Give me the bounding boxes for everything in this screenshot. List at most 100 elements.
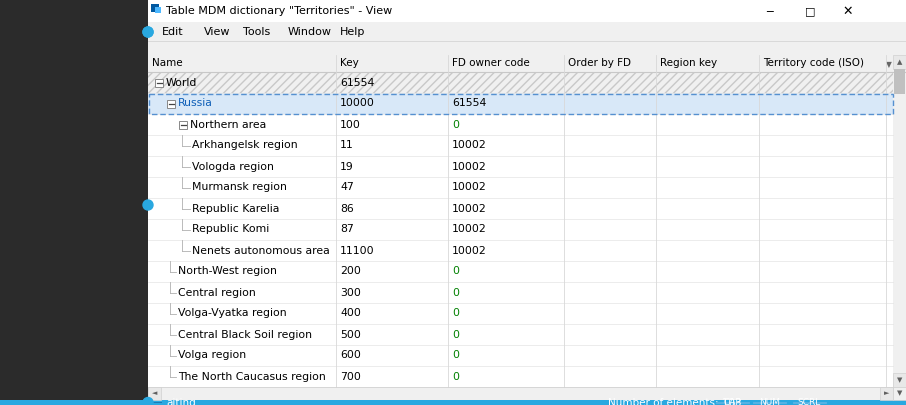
Text: Order by FD: Order by FD — [568, 58, 631, 68]
Bar — [716, 402, 749, 403]
Bar — [148, 324, 893, 345]
Text: 61554: 61554 — [452, 98, 487, 109]
Text: 0: 0 — [452, 266, 459, 277]
Bar — [893, 55, 906, 387]
Text: Republic Karelia: Republic Karelia — [192, 203, 279, 213]
Text: Volga-Vyatka region: Volga-Vyatka region — [178, 309, 286, 318]
Bar — [148, 303, 893, 324]
Text: Window: Window — [288, 27, 332, 37]
Bar — [148, 387, 893, 400]
Text: Key: Key — [340, 58, 359, 68]
Bar — [148, 55, 906, 72]
Text: 0: 0 — [452, 350, 459, 360]
Text: ▼: ▼ — [886, 60, 892, 69]
Text: ◄: ◄ — [152, 390, 157, 396]
Text: ▲: ▲ — [897, 59, 902, 65]
Text: 86: 86 — [340, 203, 353, 213]
Text: 300: 300 — [340, 288, 361, 298]
Text: Volga region: Volga region — [178, 350, 246, 360]
Bar — [148, 402, 162, 403]
Text: Arkhangelsk region: Arkhangelsk region — [192, 141, 298, 151]
Circle shape — [143, 397, 153, 405]
Bar — [151, 4, 159, 12]
Text: SCRL: SCRL — [798, 398, 821, 405]
Circle shape — [143, 27, 153, 37]
Text: 700: 700 — [340, 371, 361, 382]
Text: Territory code (ISO): Territory code (ISO) — [763, 58, 864, 68]
Text: 200: 200 — [340, 266, 361, 277]
Bar — [893, 55, 906, 69]
Bar — [148, 345, 893, 366]
Bar — [148, 387, 161, 400]
Text: 10002: 10002 — [452, 162, 487, 171]
Bar — [148, 72, 893, 93]
Bar — [148, 366, 893, 387]
Text: 100: 100 — [340, 119, 361, 130]
Text: ─: ─ — [766, 6, 774, 16]
Text: 10000: 10000 — [340, 98, 375, 109]
Bar — [148, 93, 893, 114]
Text: 500: 500 — [340, 330, 361, 339]
Bar — [148, 156, 893, 177]
Text: 11: 11 — [340, 141, 353, 151]
Text: Edit: Edit — [162, 27, 184, 37]
Text: Region key: Region key — [660, 58, 718, 68]
Bar — [148, 135, 893, 156]
Text: 0: 0 — [452, 309, 459, 318]
Text: 600: 600 — [340, 350, 361, 360]
Text: 0: 0 — [452, 288, 459, 298]
Text: 10002: 10002 — [452, 224, 487, 234]
Text: 400: 400 — [340, 309, 361, 318]
Bar — [167, 100, 175, 107]
Text: 0: 0 — [452, 119, 459, 130]
Text: ✕: ✕ — [843, 4, 853, 17]
Bar — [155, 79, 163, 87]
Bar — [148, 72, 893, 93]
Bar — [148, 219, 893, 240]
Text: Name: Name — [152, 58, 183, 68]
Text: 19: 19 — [340, 162, 353, 171]
Circle shape — [143, 200, 153, 210]
Text: Tools: Tools — [243, 27, 270, 37]
Bar — [148, 198, 893, 219]
Text: Russia: Russia — [178, 98, 213, 109]
Bar — [148, 261, 893, 282]
Text: ►: ► — [884, 390, 889, 396]
Bar — [148, 0, 906, 22]
Text: 10002: 10002 — [452, 203, 487, 213]
Text: Vologda region: Vologda region — [192, 162, 274, 171]
Text: Northern area: Northern area — [190, 119, 266, 130]
Bar — [894, 69, 905, 94]
Text: Republic Komi: Republic Komi — [192, 224, 269, 234]
Text: 87: 87 — [340, 224, 353, 234]
Bar — [148, 93, 893, 114]
Bar — [148, 282, 893, 303]
Bar — [0, 400, 906, 405]
Bar — [880, 387, 893, 400]
Text: ▼: ▼ — [897, 377, 902, 383]
Text: □: □ — [805, 6, 815, 16]
Bar — [0, 0, 148, 405]
Bar — [148, 22, 906, 41]
Bar — [148, 114, 893, 135]
Text: 47: 47 — [340, 183, 353, 192]
Text: Central Black Soil region: Central Black Soil region — [178, 330, 312, 339]
Bar — [893, 373, 906, 387]
Text: Table MDM dictionary "Territories" - View: Table MDM dictionary "Territories" - Vie… — [166, 6, 392, 16]
Text: CAP: CAP — [724, 398, 741, 405]
Text: FD owner code: FD owner code — [452, 58, 530, 68]
Text: ▼: ▼ — [897, 390, 902, 396]
Bar — [179, 121, 187, 128]
Text: 11100: 11100 — [340, 245, 374, 256]
Text: North-West region: North-West region — [178, 266, 277, 277]
Text: 10002: 10002 — [452, 245, 487, 256]
Text: World: World — [166, 77, 198, 87]
Bar — [793, 402, 826, 403]
Text: 10002: 10002 — [452, 141, 487, 151]
Bar — [753, 402, 786, 403]
Text: 61554: 61554 — [340, 77, 374, 87]
Circle shape — [143, 27, 153, 37]
Bar — [893, 387, 906, 400]
Bar — [155, 7, 161, 13]
Text: The North Caucasus region: The North Caucasus region — [178, 371, 326, 382]
